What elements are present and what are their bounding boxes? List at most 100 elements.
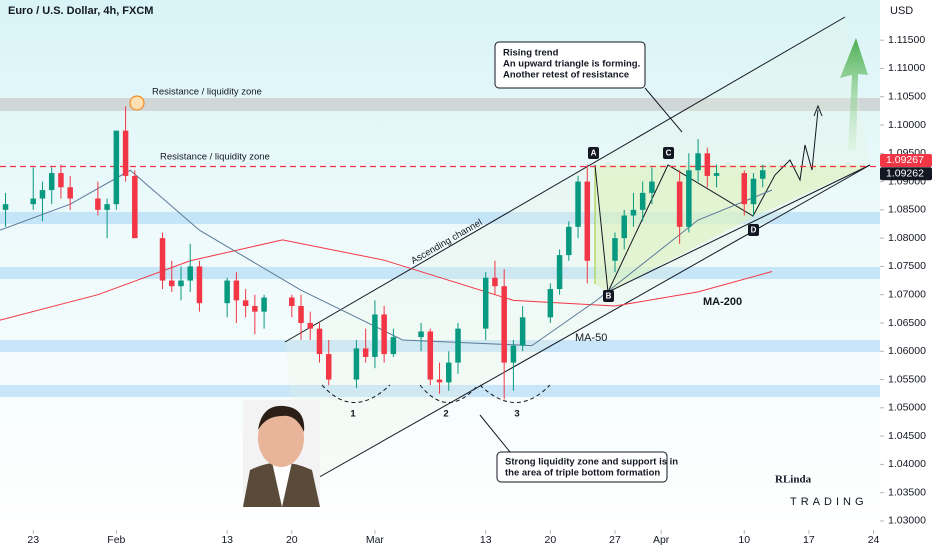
- target-arrow: [840, 38, 868, 150]
- plot-background: [0, 0, 880, 530]
- x-tick-label: Apr: [653, 534, 670, 546]
- candle-body: [362, 348, 369, 357]
- candle-body: [436, 379, 443, 383]
- candle-body: [30, 198, 36, 205]
- candle-body: [584, 181, 591, 261]
- currency-label: USD: [890, 5, 913, 17]
- bottom-arc: [479, 384, 551, 403]
- candle-body: [695, 153, 701, 171]
- projection-arrow: [813, 104, 823, 117]
- y-tick-label: 1.05500: [888, 373, 926, 385]
- triangle-line: [607, 164, 871, 293]
- point-label: A: [591, 149, 597, 158]
- candle-body: [58, 173, 64, 188]
- point-badge: [603, 290, 614, 302]
- callout-text: Another retest of resistance: [503, 70, 629, 81]
- y-tick-label: 1.06000: [888, 345, 926, 357]
- candle-body: [95, 198, 101, 210]
- bottom-label: 1: [350, 409, 356, 420]
- x-tick-label: 17: [803, 534, 815, 546]
- candle-body: [649, 181, 655, 193]
- candle-body: [501, 286, 507, 363]
- bottom-arc: [419, 384, 479, 403]
- y-tick-label: 1.03000: [888, 515, 926, 527]
- candle-body: [566, 226, 572, 256]
- candle-body: [242, 300, 249, 307]
- candle-body: [676, 181, 683, 227]
- candle-body: [39, 190, 46, 199]
- candle-body: [132, 175, 138, 239]
- candle-body: [482, 277, 489, 329]
- point-badge: [748, 224, 759, 236]
- point-label: C: [666, 149, 672, 158]
- y-tick-label: 1.03500: [888, 486, 926, 498]
- annotation: Resistance / liquidity zone: [152, 87, 262, 98]
- x-tick-label: 13: [221, 534, 233, 546]
- candle-body: [316, 328, 323, 355]
- candle-body: [556, 255, 563, 290]
- x-tick-label: 20: [545, 534, 557, 546]
- channel-line: [299, 164, 871, 489]
- candle-body: [630, 209, 637, 216]
- price-marks: MA-200 MA-50: [0, 106, 880, 400]
- candle-body: [492, 277, 498, 287]
- candle-body: [2, 204, 9, 210]
- candle-body: [418, 331, 424, 338]
- y-tick-label: 1.04500: [888, 430, 926, 442]
- candle-body: [48, 173, 55, 191]
- annotation: Resistance / liquidity zone: [160, 152, 270, 163]
- callout-text: the area of triple bottom formation: [505, 468, 660, 479]
- candle-body: [261, 297, 267, 312]
- candle-body: [169, 280, 175, 287]
- y-tick-label: 1.11500: [888, 34, 925, 46]
- candle-body: [224, 280, 230, 304]
- x-tick-label: Mar: [366, 534, 385, 546]
- y-tick-label: 1.07000: [888, 288, 926, 300]
- candle-body: [252, 306, 258, 312]
- candle-body: [159, 238, 166, 281]
- channel-line: [284, 16, 846, 343]
- y-tick-label: 1.11000: [888, 62, 925, 74]
- candle-body: [427, 331, 434, 380]
- price-label-box: [880, 153, 932, 167]
- projection-path: [594, 109, 819, 294]
- candle-body: [122, 130, 129, 176]
- callout-box: [494, 41, 646, 89]
- bottom-label: 2: [443, 409, 448, 420]
- candle-body: [381, 314, 387, 355]
- price-label: 1.09262: [886, 168, 924, 180]
- price-label: 1.09267: [886, 154, 924, 166]
- support-zone: [0, 267, 880, 279]
- x-tick-label: 24: [868, 534, 880, 546]
- candle-body: [519, 317, 526, 346]
- candle-body: [298, 306, 304, 323]
- candle-body: [750, 178, 757, 205]
- candle-body: [759, 170, 766, 179]
- y-tick-label: 1.07500: [888, 260, 926, 272]
- logo: TRADING: [790, 496, 868, 508]
- candle-body: [612, 238, 618, 261]
- callout-box: [496, 451, 668, 483]
- bottom-label: 3: [514, 409, 519, 420]
- spike-marker: [129, 95, 145, 111]
- callout-text: An upward triangle is forming.: [503, 59, 640, 70]
- triangle-area: [595, 165, 870, 292]
- price-label-box: [880, 167, 932, 181]
- legend-label: MA-200: [703, 296, 742, 308]
- candle-body: [704, 153, 711, 176]
- y-tick-label: 1.10000: [888, 119, 926, 131]
- support-zone: [0, 340, 880, 352]
- x-tick-label: 10: [738, 534, 750, 546]
- callout-pointer: [479, 414, 511, 453]
- candle-body: [547, 289, 554, 318]
- y-tick-label: 1.06500: [888, 317, 926, 329]
- candle-body: [325, 354, 332, 380]
- y-tick-label: 1.05000: [888, 402, 926, 414]
- candle-body: [67, 187, 73, 199]
- callout-text: Strong liquidity zone and support is in: [505, 457, 678, 468]
- candle-body: [104, 204, 110, 210]
- candle-body: [686, 170, 692, 227]
- y-tick-label: 1.08000: [888, 232, 926, 244]
- x-tick-label: 13: [480, 534, 492, 546]
